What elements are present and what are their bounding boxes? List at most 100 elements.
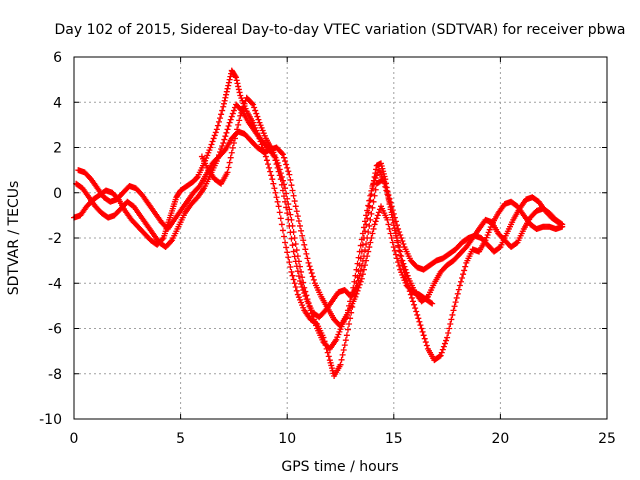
data-point-marker <box>445 330 452 337</box>
y-tick-label: -2 <box>48 231 62 247</box>
data-point-marker <box>343 332 350 339</box>
data-point-marker <box>452 299 459 306</box>
data-point-marker <box>283 204 290 211</box>
data-point-marker <box>384 216 391 223</box>
data-point-marker <box>389 207 396 214</box>
data-point-marker <box>368 210 375 217</box>
data-point-marker <box>223 88 230 95</box>
data-point-marker <box>234 126 241 133</box>
data-point-marker <box>212 129 219 136</box>
data-point-marker <box>310 276 317 283</box>
data-point-marker <box>368 187 375 194</box>
data-point-marker <box>356 281 363 288</box>
data-point-marker <box>268 172 275 179</box>
data-point-marker <box>220 139 227 146</box>
data-point-marker <box>267 168 274 175</box>
data-point-marker <box>211 132 218 139</box>
data-point-marker <box>342 337 349 344</box>
data-point-marker <box>265 161 272 168</box>
data-point-marker <box>357 267 364 274</box>
data-point-marker <box>359 271 366 278</box>
data-point-marker <box>289 222 296 229</box>
data-point-marker <box>221 136 228 143</box>
data-point-marker <box>366 244 373 251</box>
data-point-marker <box>303 250 310 257</box>
data-point-marker <box>301 284 308 291</box>
data-point-marker <box>293 208 300 215</box>
data-point-marker <box>429 300 436 307</box>
data-point-marker <box>274 198 281 205</box>
data-point-marker <box>417 322 424 329</box>
data-point-marker <box>269 176 276 183</box>
data-point-marker <box>449 311 456 318</box>
data-point-marker <box>349 289 356 296</box>
data-point-marker <box>220 100 227 107</box>
y-tick-label: 4 <box>53 95 62 111</box>
data-point-marker <box>299 274 306 281</box>
data-point-marker <box>282 185 289 192</box>
data-point-marker <box>440 343 447 350</box>
data-point-marker <box>232 73 239 80</box>
data-point-marker <box>308 270 315 277</box>
data-point-marker <box>365 202 372 209</box>
data-point-marker <box>249 100 256 107</box>
data-point-marker <box>305 299 312 306</box>
series-track-3 <box>75 128 561 330</box>
x-tick-label: 15 <box>385 431 403 447</box>
data-point-marker <box>278 173 285 180</box>
data-point-marker <box>229 144 236 151</box>
data-point-marker <box>286 171 293 178</box>
data-point-marker <box>286 259 293 266</box>
data-point-marker <box>295 258 302 265</box>
data-point-marker <box>252 107 259 114</box>
data-point-marker <box>279 227 286 234</box>
data-point-marker <box>412 305 419 312</box>
data-point-marker <box>292 284 299 291</box>
data-point-marker <box>214 122 221 129</box>
data-point-marker <box>457 278 464 285</box>
data-point-marker <box>450 307 457 314</box>
data-point-marker <box>217 115 224 122</box>
data-point-marker <box>454 290 461 297</box>
data-point-marker <box>292 241 299 248</box>
data-point-marker <box>339 351 346 358</box>
data-point-marker <box>288 235 295 242</box>
data-point-marker <box>279 151 286 158</box>
series-track-1 <box>71 67 566 380</box>
x-tick-label: 0 <box>70 431 79 447</box>
data-point-marker <box>286 206 293 213</box>
data-point-marker <box>496 244 503 251</box>
data-point-marker <box>390 244 397 251</box>
y-tick-label: 6 <box>53 50 62 66</box>
data-point-marker <box>393 255 400 262</box>
data-point-marker <box>399 257 406 264</box>
data-point-marker <box>389 239 396 246</box>
data-point-marker <box>387 199 394 206</box>
data-point-marker <box>362 262 369 269</box>
data-point-marker <box>418 325 425 332</box>
data-point-marker <box>288 216 295 223</box>
data-point-marker <box>396 262 403 269</box>
data-point-marker <box>300 279 307 286</box>
data-point-marker <box>306 263 313 270</box>
data-point-marker <box>404 272 411 279</box>
data-point-marker <box>352 272 359 279</box>
data-point-marker <box>305 259 312 266</box>
data-point-marker <box>284 195 291 202</box>
data-point-marker <box>310 316 317 323</box>
data-point-marker <box>278 150 285 157</box>
data-point-marker <box>195 184 202 191</box>
data-point-marker <box>263 157 270 164</box>
data-point-marker <box>353 290 360 297</box>
y-tick-label: -4 <box>48 276 62 292</box>
axis-ticks: 0 5 10 15 20 25 -10 -8 -6 -4 -2 0 2 4 6 <box>39 50 616 447</box>
data-point-marker <box>384 188 391 195</box>
data-point-marker <box>213 126 220 133</box>
data-point-marker <box>287 264 294 271</box>
data-point-marker <box>270 180 277 187</box>
data-point-marker <box>218 111 225 118</box>
data-point-marker <box>307 266 314 273</box>
data-point-marker <box>224 169 231 176</box>
data-point-marker <box>294 253 301 260</box>
